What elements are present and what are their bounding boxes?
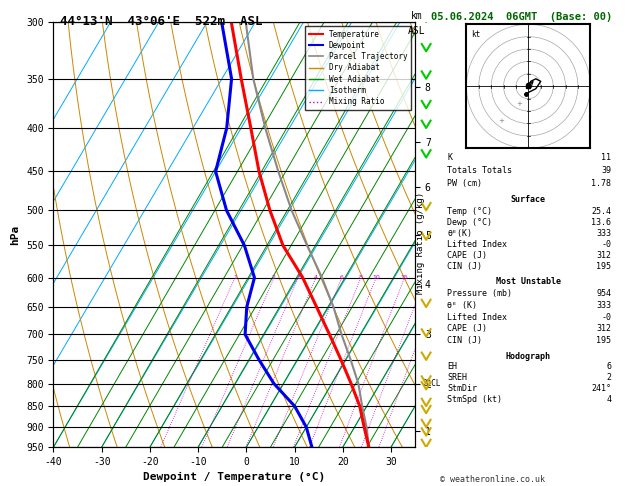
Text: StmDir: StmDir	[447, 384, 477, 393]
Text: θᴱ (K): θᴱ (K)	[447, 301, 477, 310]
Text: 1.78: 1.78	[591, 178, 611, 188]
X-axis label: Dewpoint / Temperature (°C): Dewpoint / Temperature (°C)	[143, 472, 325, 483]
Text: kt: kt	[471, 30, 481, 39]
Text: SREH: SREH	[447, 373, 467, 382]
Text: 954: 954	[596, 289, 611, 298]
Text: 2: 2	[606, 373, 611, 382]
Text: 312: 312	[596, 251, 611, 260]
Text: 11: 11	[601, 153, 611, 162]
Text: 10: 10	[372, 275, 380, 280]
Text: Mixing Ratio (g/kg): Mixing Ratio (g/kg)	[416, 192, 425, 294]
Text: θᴱ(K): θᴱ(K)	[447, 229, 472, 238]
Y-axis label: hPa: hPa	[11, 225, 21, 244]
Text: Surface: Surface	[511, 195, 546, 205]
Text: -0: -0	[601, 312, 611, 322]
Text: Totals Totals: Totals Totals	[447, 166, 513, 174]
Text: 333: 333	[596, 229, 611, 238]
Text: CAPE (J): CAPE (J)	[447, 324, 487, 333]
Text: Pressure (mb): Pressure (mb)	[447, 289, 513, 298]
Text: CAPE (J): CAPE (J)	[447, 251, 487, 260]
Text: 1: 1	[233, 275, 237, 280]
Text: 39: 39	[601, 166, 611, 174]
Text: 312: 312	[596, 324, 611, 333]
Text: 05.06.2024  06GMT  (Base: 00): 05.06.2024 06GMT (Base: 00)	[431, 12, 612, 22]
Text: 4: 4	[606, 395, 611, 403]
Text: CIN (J): CIN (J)	[447, 262, 482, 271]
Legend: Temperature, Dewpoint, Parcel Trajectory, Dry Adiabat, Wet Adiabat, Isotherm, Mi: Temperature, Dewpoint, Parcel Trajectory…	[305, 26, 411, 110]
Text: +: +	[516, 101, 522, 107]
Text: 6: 6	[340, 275, 344, 280]
Text: 15: 15	[401, 275, 408, 280]
Text: 195: 195	[596, 336, 611, 345]
Text: CIN (J): CIN (J)	[447, 336, 482, 345]
Text: Hodograph: Hodograph	[506, 352, 551, 361]
Text: 3: 3	[296, 275, 300, 280]
Text: 44°13'N  43°06'E  522m  ASL: 44°13'N 43°06'E 522m ASL	[60, 15, 262, 28]
Text: Lifted Index: Lifted Index	[447, 240, 508, 249]
Text: 8: 8	[359, 275, 363, 280]
Text: 4: 4	[314, 275, 318, 280]
Text: 2LCL: 2LCL	[422, 379, 441, 388]
Text: +: +	[499, 119, 504, 124]
Text: Most Unstable: Most Unstable	[496, 278, 561, 286]
Text: © weatheronline.co.uk: © weatheronline.co.uk	[440, 474, 545, 484]
Text: Lifted Index: Lifted Index	[447, 312, 508, 322]
Text: 333: 333	[596, 301, 611, 310]
Text: StmSpd (kt): StmSpd (kt)	[447, 395, 503, 403]
Text: km: km	[411, 12, 422, 21]
Text: Dewp (°C): Dewp (°C)	[447, 218, 493, 226]
Text: 13.6: 13.6	[591, 218, 611, 226]
Text: Temp (°C): Temp (°C)	[447, 207, 493, 216]
Text: PW (cm): PW (cm)	[447, 178, 482, 188]
Text: ASL: ASL	[408, 26, 425, 36]
Text: -0: -0	[601, 240, 611, 249]
Text: EH: EH	[447, 363, 457, 371]
Text: 195: 195	[596, 262, 611, 271]
Text: 6: 6	[606, 363, 611, 371]
Text: 25.4: 25.4	[591, 207, 611, 216]
Text: 2: 2	[272, 275, 276, 280]
Text: K: K	[447, 153, 452, 162]
Text: 241°: 241°	[591, 384, 611, 393]
